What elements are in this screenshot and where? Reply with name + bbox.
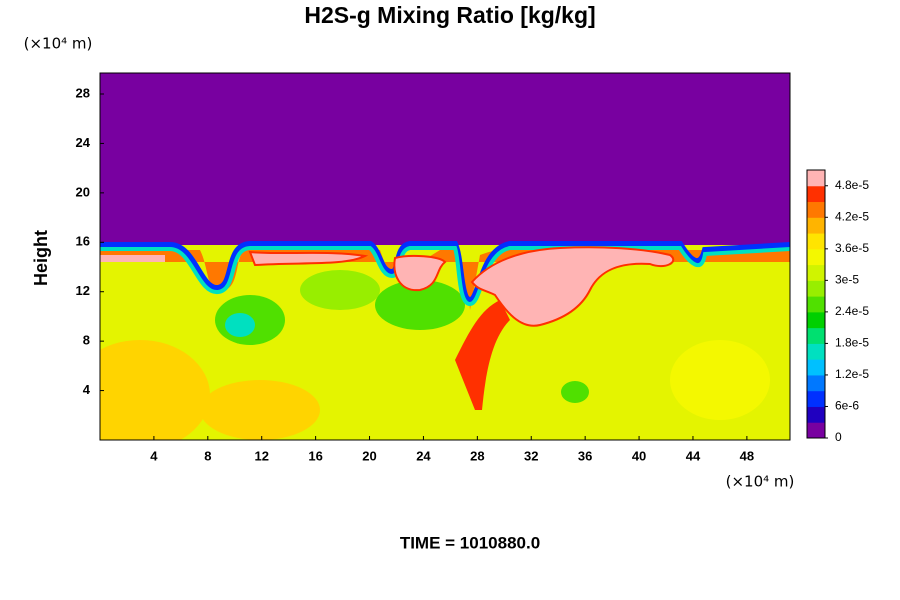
colorbar-tick-label: 4.8e-5 [835,178,869,192]
colorbar-band [807,422,825,439]
colorbar-tick-label: 0 [835,430,842,444]
colorbar-band [807,217,825,234]
y-tick-label: 16 [76,234,90,249]
colorbar-tick-label: 4.2e-5 [835,209,869,223]
colorbar-band [807,264,825,281]
x-unit: (×10⁴ m) [726,473,795,491]
colorbar-band [807,359,825,376]
x-tick-label: 8 [204,448,211,463]
field-patch [561,381,589,403]
x-tick-label: 16 [308,448,322,463]
field-patch [375,280,465,330]
field-patch [200,380,320,440]
field-upper [100,73,790,245]
plot-frame [99,72,791,441]
colorbar-band [807,390,825,407]
chart-title: H2S-g Mixing Ratio [kg/kg] [304,2,595,28]
field-patch [470,246,675,327]
x-tick-label: 20 [362,448,376,463]
colorbar-band [807,280,825,297]
y-tick-label: 24 [76,135,91,150]
field-patch [100,255,165,262]
field-patch [300,270,380,310]
time-label: TIME = 1010880.0 [400,533,540,552]
colorbar-band [807,248,825,266]
y-unit: (×10⁴ m) [24,35,93,53]
colorbar-band [807,311,825,329]
colorbar-band [807,201,825,218]
x-tick-label: 24 [416,448,431,463]
field-patch [100,340,210,440]
y-tick-label: 20 [76,184,90,199]
field-patch [670,340,770,420]
y-tick-label: 4 [83,382,91,397]
colorbar-frame [806,169,826,439]
y-tick-label: 12 [76,283,90,298]
colorbar-band [807,296,825,313]
field [100,73,790,440]
colorbar-tick-label: 1.8e-5 [835,336,869,350]
x-tick-label: 32 [524,448,538,463]
field-patch [225,313,255,337]
colorbar-band [807,406,825,423]
colorbar-band [807,343,825,360]
field-patch [248,250,369,267]
x-tick-label: 40 [632,448,646,463]
colorbar-band [807,374,825,392]
colorbar-tick-label: 2.4e-5 [835,304,869,318]
x-tick-label: 48 [740,448,754,463]
colorbar-band [807,233,825,250]
colorbar-band [807,170,825,187]
colorbar-tick-label: 1.2e-5 [835,367,869,381]
x-tick-label: 12 [254,448,268,463]
x-tick-label: 44 [686,448,701,463]
colorbar-tick-label: 3.6e-5 [835,241,869,255]
x-tick-label: 28 [470,448,484,463]
field-patch [455,300,510,410]
x-tick-label: 4 [150,448,158,463]
colorbar-tick-label: 3e-5 [835,273,859,287]
y-axis-title: Height [31,230,51,286]
y-tick-label: 28 [76,85,90,100]
field-patch [393,254,447,292]
colorbar-band [807,327,825,344]
x-tick-label: 36 [578,448,592,463]
colorbar-tick-label: 6e-6 [835,399,859,413]
colorbar-band [807,185,825,203]
y-tick-label: 8 [83,333,90,348]
